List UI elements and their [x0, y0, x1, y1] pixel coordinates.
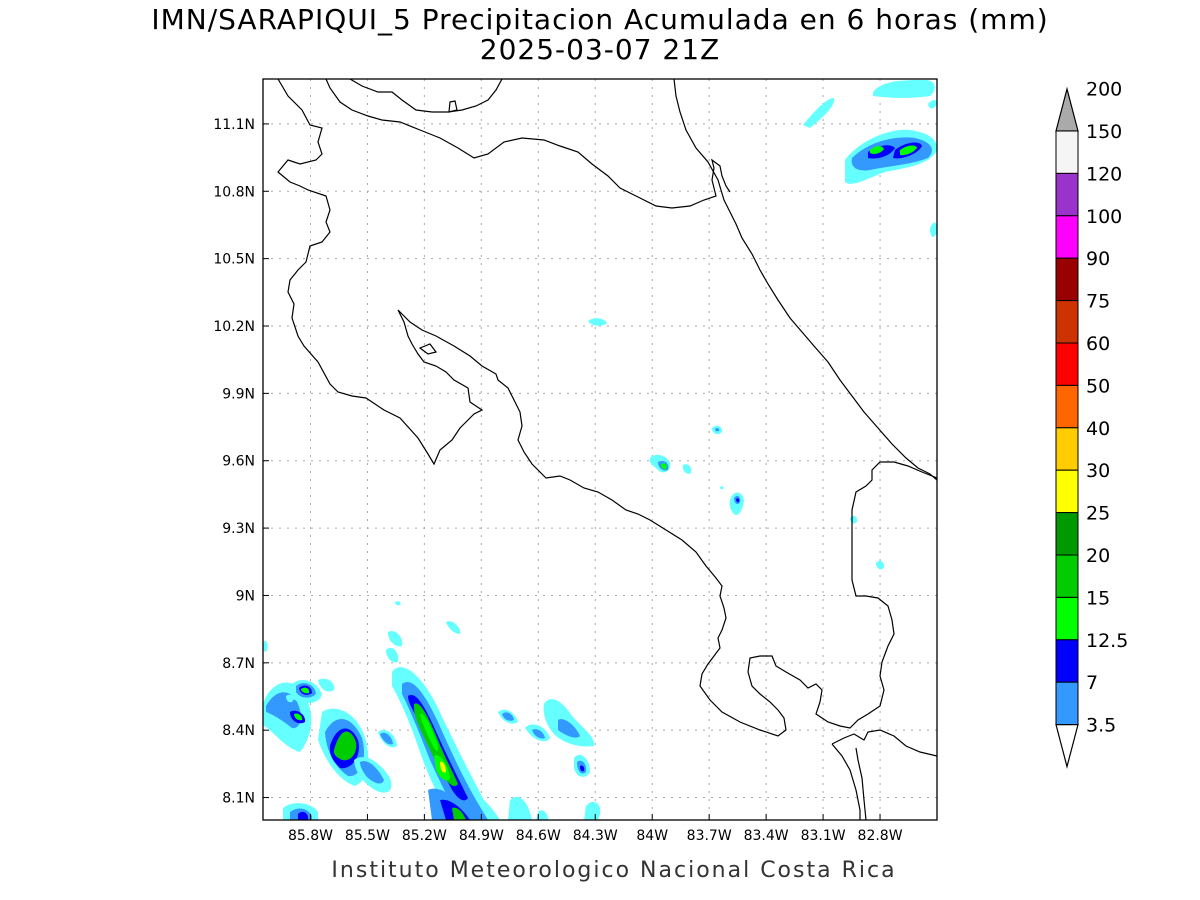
colorbar-swatch	[1055, 342, 1079, 386]
colorbar-min-triangle	[1055, 723, 1079, 769]
lon-tick-label: 84.9W	[459, 828, 504, 844]
colorbar-swatch	[1055, 172, 1079, 217]
institution-footer: Instituto Meteorologico Nacional Costa R…	[331, 858, 897, 883]
gulf-island	[418, 343, 438, 355]
colorbar-swatch	[1055, 554, 1079, 598]
colorbar-swatch	[1055, 215, 1079, 259]
colorbar-level-label: 20	[1086, 545, 1110, 567]
coastline-borders	[277, 79, 937, 820]
lat-tick-label: 9.3N	[222, 521, 255, 537]
lat-tick-label: 10.2N	[213, 319, 255, 335]
lat-tick-label: 9.6N	[222, 454, 255, 470]
precipitation-contours	[263, 80, 937, 820]
caribbean-coastline	[673, 79, 937, 481]
latitude-ticks: 11.1N 10.8N 10.5N 10.2N 9.9N 9.6N 9.3N 9N 8.7N 8.…	[213, 117, 269, 807]
colorbar-level-label: 75	[1086, 291, 1110, 313]
colorbar-swatch	[1055, 681, 1079, 726]
lat-tick-label: 10.5N	[213, 252, 255, 268]
colorbar-level-label: 50	[1086, 375, 1110, 397]
lat-tick-label: 8.4N	[222, 723, 255, 739]
lon-tick-label: 85.8W	[288, 828, 333, 844]
lat-tick-label: 8.7N	[222, 656, 255, 672]
colorbar-level-label: 120	[1086, 163, 1122, 185]
colorbar-level-label: 60	[1086, 333, 1110, 355]
southern-coastline	[831, 729, 937, 820]
colorbar-max-triangle	[1055, 86, 1079, 132]
colorbar-swatch	[1055, 130, 1079, 174]
lat-tick-label: 9.9N	[222, 386, 255, 402]
lon-tick-label: 82.8W	[858, 828, 903, 844]
colorbar-swatch	[1055, 596, 1079, 641]
lake-island	[448, 100, 458, 113]
colorbar-level-label: 100	[1086, 206, 1122, 228]
colorbar-level-label: 90	[1086, 248, 1110, 270]
precip-cell-central	[588, 318, 885, 570]
precip-cell-band	[386, 601, 500, 820]
colorbar-swatch	[1055, 512, 1079, 556]
colorbar-level-label: 150	[1086, 121, 1122, 143]
colorbar-swatch	[1055, 257, 1079, 302]
plot-frame	[262, 78, 938, 821]
colorbar-level-label: 15	[1086, 587, 1110, 609]
colorbar-swatch	[1055, 427, 1079, 471]
lat-tick-label: 8.1N	[222, 791, 255, 807]
pacific-coastline	[277, 79, 937, 737]
colorbar-level-label: 7	[1086, 672, 1098, 694]
lon-tick-label: 83.7W	[687, 828, 732, 844]
lon-tick-label: 84.6W	[516, 828, 561, 844]
lat-tick-label: 10.8N	[213, 184, 255, 200]
colorbar-level-label: 40	[1086, 418, 1110, 440]
lon-tick-label: 83.1W	[801, 828, 846, 844]
longitude-ticks: 85.8W 85.5W 85.2W 84.9W 84.6W 84.3W 84W 83.7W 83…	[288, 814, 903, 844]
colorbar-level-label: 12.5	[1086, 630, 1128, 652]
colorbar-level-label: 25	[1086, 503, 1110, 525]
colorbar-level-label: 30	[1086, 460, 1110, 482]
map-gridlines	[263, 79, 937, 820]
precip-cell-southwest	[263, 640, 397, 820]
lake-nicaragua-shore	[349, 79, 503, 113]
colorbar-swatch	[1055, 639, 1079, 683]
lat-tick-label: 11.1N	[213, 117, 255, 133]
colorbar: 3.5 7 12.5 15 20 25 30 40 50 60 75 90 100 120 150 200	[1055, 79, 1128, 769]
colorbar-level-label: 200	[1086, 79, 1122, 101]
colorbar-swatch	[1055, 384, 1079, 429]
map-subtitle-datetime: 2025-03-07 21Z	[479, 33, 721, 66]
precip-cell-south	[498, 699, 601, 820]
lon-tick-label: 85.2W	[402, 828, 447, 844]
map-title: IMN/SARAPIQUI_5 Precipitacion Acumulada …	[151, 3, 1049, 36]
colorbar-swatch	[1055, 469, 1079, 514]
northern-border	[325, 79, 731, 209]
lon-tick-label: 84W	[636, 828, 668, 844]
colorbar-swatch	[1055, 300, 1079, 344]
lon-tick-label: 84.3W	[573, 828, 618, 844]
colorbar-level-label: 3.5	[1086, 715, 1116, 737]
lon-tick-label: 85.5W	[345, 828, 390, 844]
precip-cell-northeast	[803, 80, 937, 237]
lon-tick-label: 83.4W	[744, 828, 789, 844]
lat-tick-label: 9N	[236, 588, 255, 604]
